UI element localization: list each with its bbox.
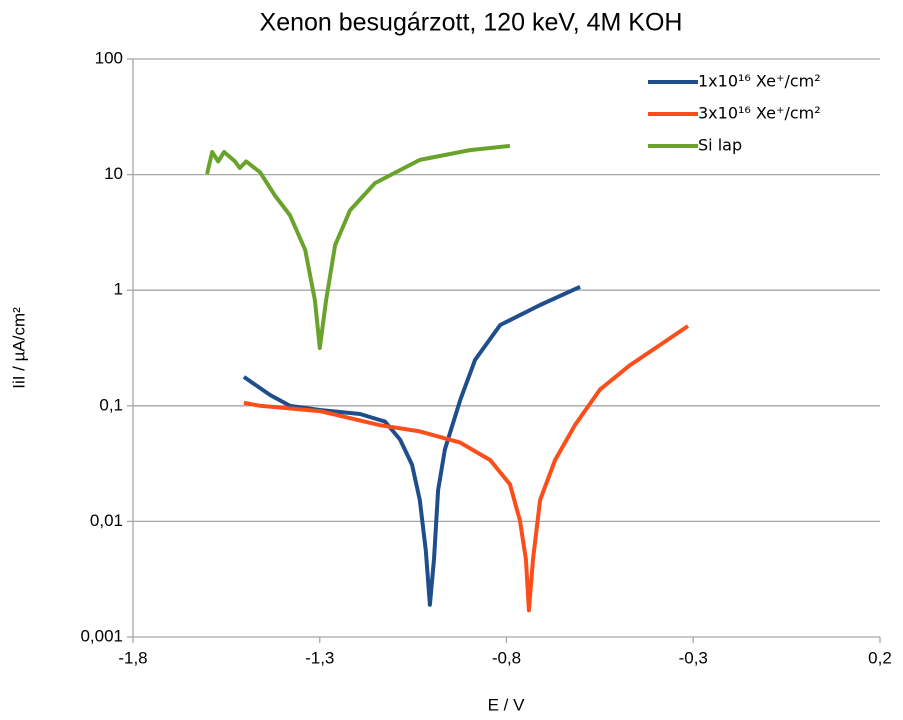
y-tick-label: 0,01 (90, 511, 123, 530)
x-tick-label: -0,8 (492, 648, 521, 667)
x-tick-label: -1,8 (118, 648, 147, 667)
y-tick-label: 10 (104, 164, 123, 183)
legend-text: Si lap (698, 136, 742, 155)
y-tick-label: 0,001 (80, 626, 123, 645)
legend-text: 3x10¹⁶ Xe⁺/cm² (698, 104, 821, 123)
y-tick-label: 0,1 (99, 395, 123, 414)
series-line (242, 284, 581, 607)
chart-title: Xenon besugárzott, 120 keV, 4M KOH (260, 9, 683, 37)
y-axis-label: IiI / µA/cm² (9, 307, 28, 389)
series-line (205, 143, 511, 350)
series-line (243, 324, 690, 613)
x-tick-label: 0,2 (868, 648, 892, 667)
x-axis-label: E / V (488, 695, 526, 714)
x-tick-label: -1,3 (305, 648, 334, 667)
y-tick-label: 100 (95, 48, 123, 67)
x-tick-label: -0,3 (679, 648, 708, 667)
legend-text: 1x10¹⁶ Xe⁺/cm² (698, 72, 821, 91)
y-tick-label: 1 (114, 280, 123, 299)
